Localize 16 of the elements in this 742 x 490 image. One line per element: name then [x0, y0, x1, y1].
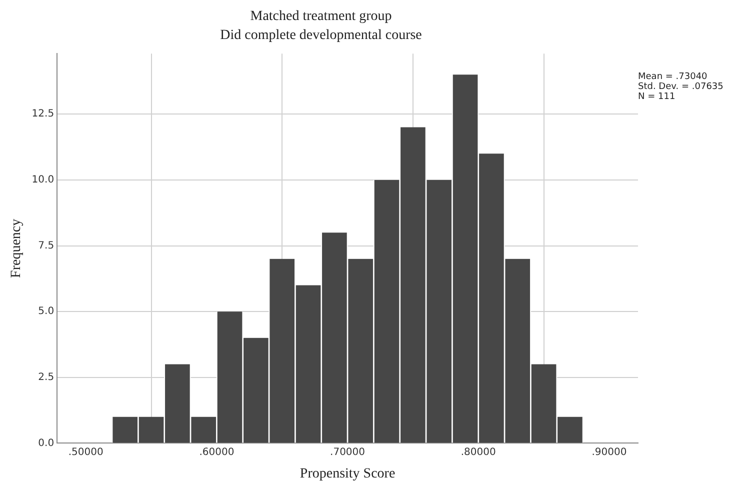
- x-tick-label: .50000: [68, 446, 104, 458]
- y-tick-label: 7.5: [38, 240, 54, 252]
- chart-title: Matched treatment group: [250, 9, 392, 24]
- y-tick-label: 2.5: [38, 372, 54, 383]
- y-tick-label: 12.5: [32, 108, 54, 120]
- x-axis-title: Propensity Score: [300, 466, 396, 482]
- chart-subtitle: Did complete developmental course: [220, 28, 422, 43]
- x-tick-label: .60000: [199, 446, 234, 458]
- y-tick-label: 10.0: [32, 174, 54, 186]
- x-tick-label: .70000: [330, 446, 366, 458]
- x-tick-label: .90000: [592, 446, 627, 458]
- x-tick-label: .80000: [460, 446, 496, 458]
- y-axis-title: Frequency: [9, 218, 24, 278]
- y-tick-label: 5.0: [38, 306, 54, 318]
- annotation: Mean = .73040 Std. Dev. = .07635 N = 111: [638, 72, 724, 102]
- y-tick-label: 0.0: [38, 438, 54, 449]
